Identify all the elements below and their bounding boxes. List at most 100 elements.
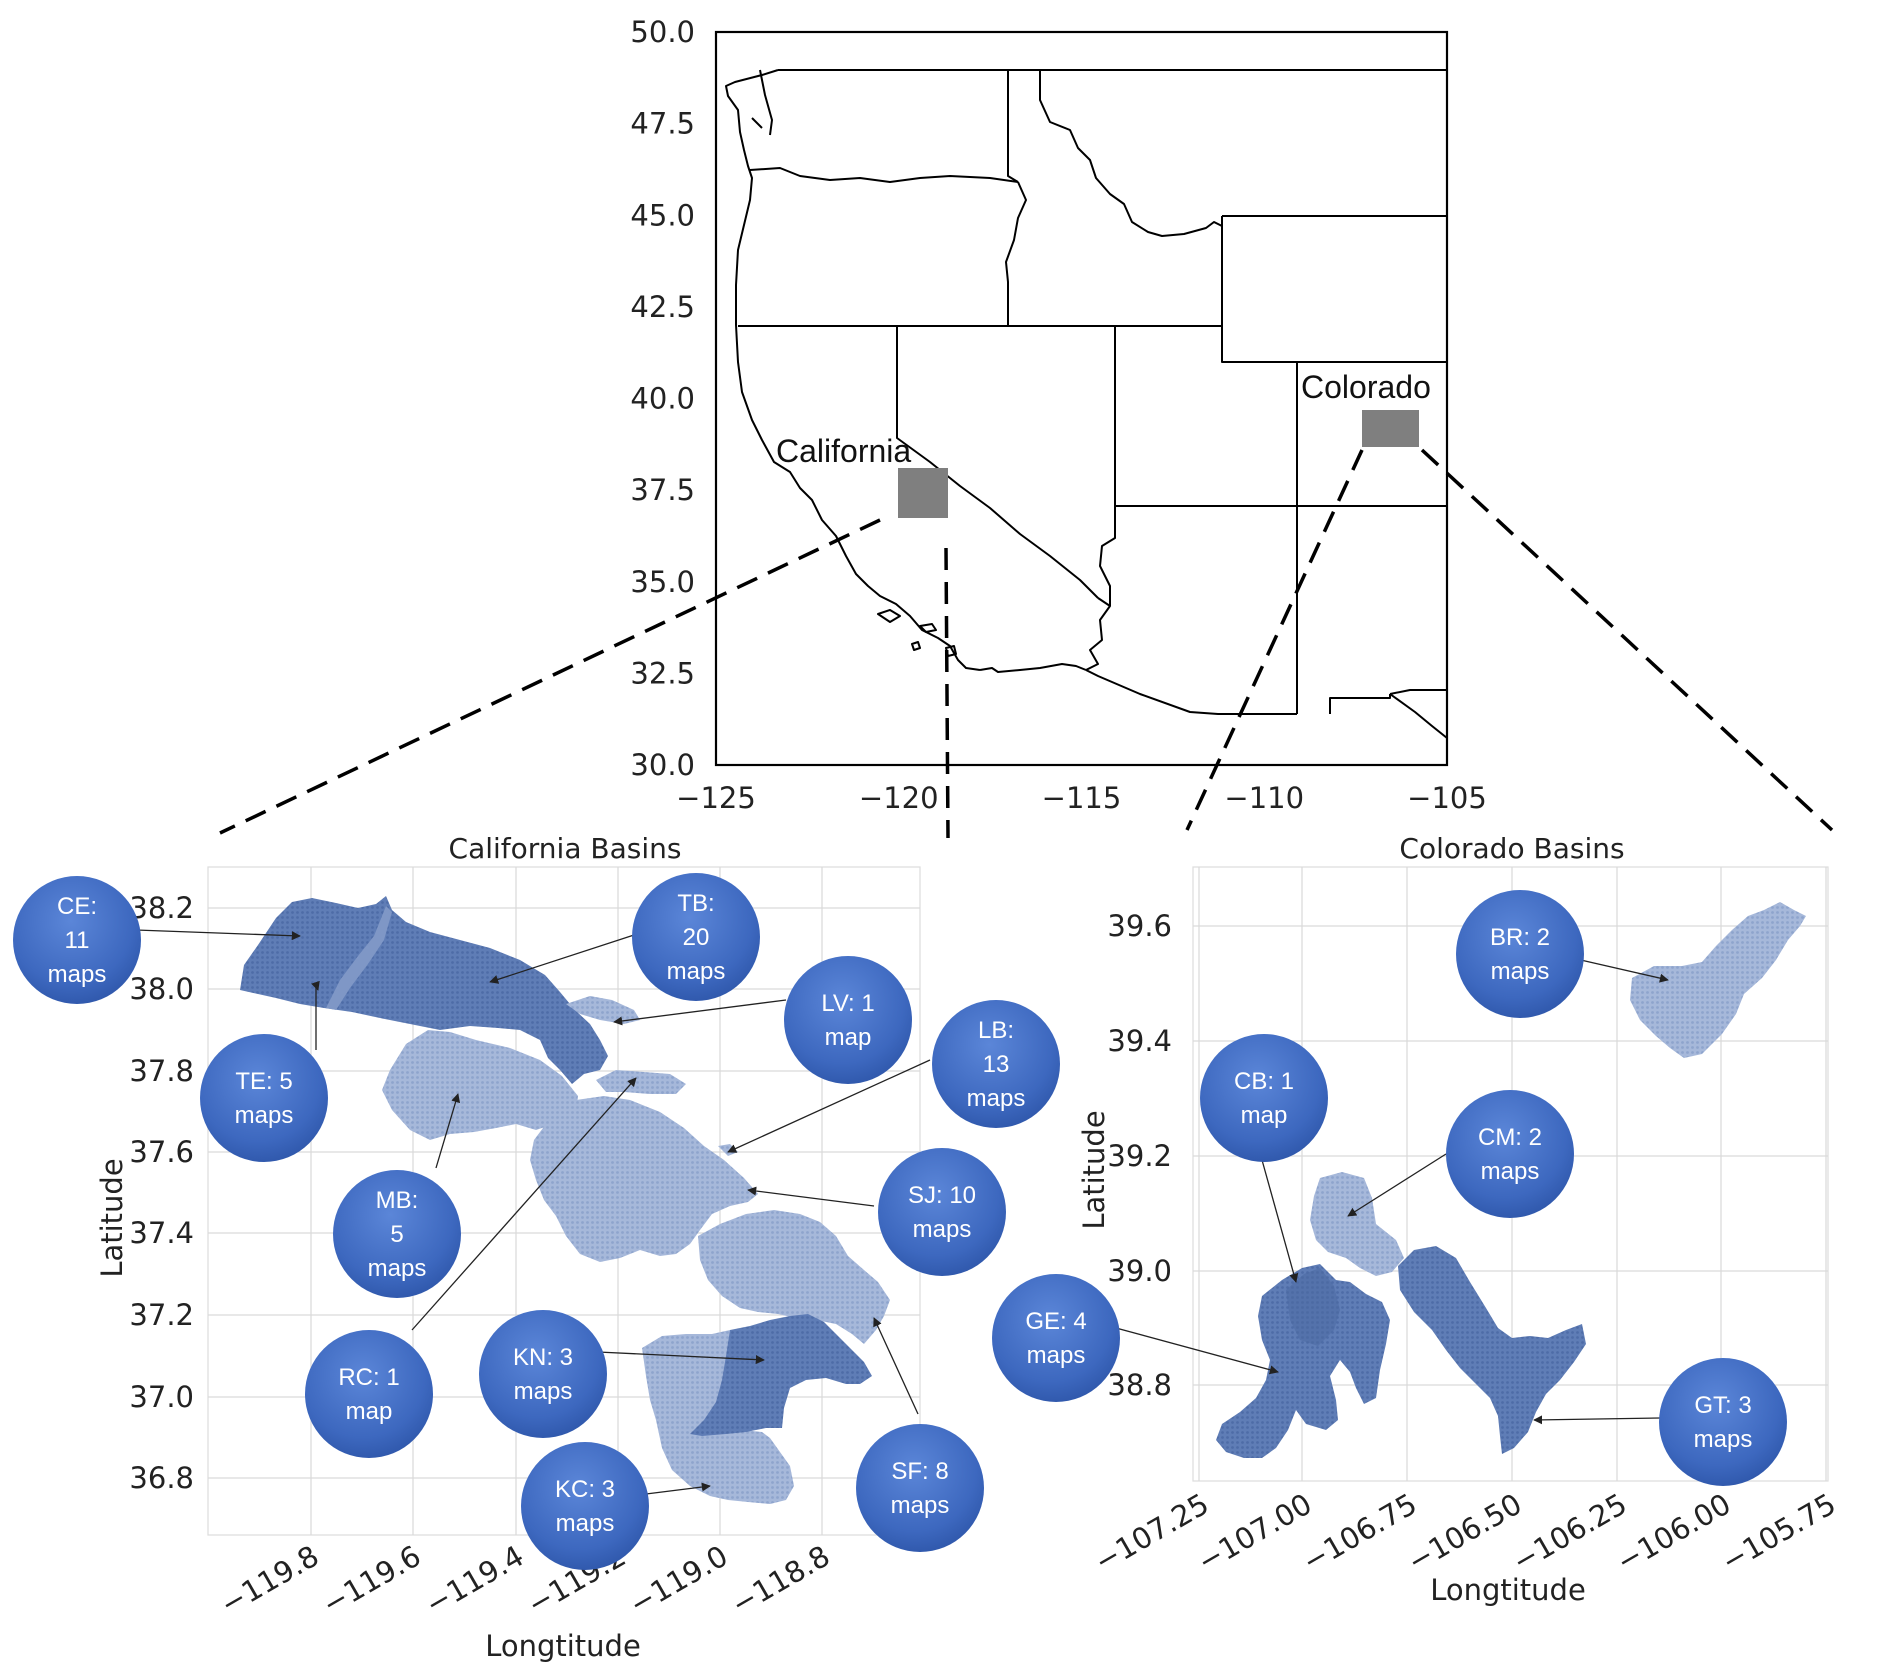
california-y-tick-label: 37.8 xyxy=(129,1054,194,1088)
bubble-label-line: 20 xyxy=(683,924,710,951)
bubble-label-line: MB: xyxy=(376,1187,419,1214)
colorado-zoom-line-right xyxy=(1420,448,1834,832)
wy-outline xyxy=(1221,215,1447,363)
basin-shape-gt xyxy=(1398,1246,1586,1454)
bubble-label-line: maps xyxy=(514,1378,573,1405)
bubble-gt: GT: 3 maps xyxy=(1659,1358,1787,1486)
overview-x-tick-label: −120 xyxy=(859,781,939,815)
wa-or-border xyxy=(749,167,1019,183)
colorado-x-tick-label: −107.25 xyxy=(1089,1487,1215,1579)
bubble-circle xyxy=(333,1170,461,1298)
california-y-tick-label: 38.0 xyxy=(129,972,194,1006)
california-x-tick-label: −119.6 xyxy=(317,1539,427,1622)
basin-shape-sf xyxy=(698,1210,890,1344)
california-zoom-line-right xyxy=(944,547,950,839)
california-title: California Basins xyxy=(449,832,682,865)
bubble-label-line: SJ: 10 xyxy=(908,1182,976,1209)
bubble-label-line: 11 xyxy=(65,927,90,954)
bubble-label-line: GT: 3 xyxy=(1694,1392,1751,1419)
arrow-kc xyxy=(645,1482,711,1495)
bubble-circle xyxy=(479,1310,607,1438)
arrow-sj xyxy=(747,1186,875,1207)
california-panel: California Basins 38.2 38.0 37.8 37.6 37.4 37… xyxy=(13,832,1060,1663)
bubble-label-line: maps xyxy=(891,1492,950,1519)
basin-shape-br xyxy=(1630,902,1806,1058)
bubble-sf: SF: 8 maps xyxy=(856,1424,984,1552)
california-y-tick-label: 38.2 xyxy=(129,891,194,925)
puget-sound xyxy=(751,69,773,136)
arrow-sf xyxy=(873,1317,919,1415)
bubble-label-line: maps xyxy=(913,1216,972,1243)
az-mexico-border xyxy=(1085,669,1391,715)
bubble-circle xyxy=(13,876,141,1004)
colorado-basin-shapes xyxy=(1216,902,1806,1458)
channel-islands xyxy=(877,609,957,657)
bubble-label-line: maps xyxy=(1481,1158,1540,1185)
bubble-lb: LB: 13 maps xyxy=(932,1000,1060,1128)
bubble-label-line: maps xyxy=(1027,1342,1086,1369)
bubble-circle xyxy=(878,1148,1006,1276)
bubble-label-line: TB: xyxy=(677,890,714,917)
bubble-ge: GE: 4 maps xyxy=(992,1274,1120,1402)
bubble-circle xyxy=(521,1442,649,1570)
bubble-label-line: KC: 3 xyxy=(555,1476,615,1503)
bubble-circle xyxy=(1446,1090,1574,1218)
overview-y-tick-label: 35.0 xyxy=(630,565,695,599)
bubble-circle xyxy=(784,956,912,1084)
bubble-label-line: GE: 4 xyxy=(1025,1308,1086,1335)
california-x-tick-label: −119.4 xyxy=(420,1539,530,1622)
overview-y-tick-label: 42.5 xyxy=(630,290,695,324)
colorado-zoom-line-left xyxy=(1185,449,1364,831)
overview-frame xyxy=(714,30,1449,767)
overview-y-ticks: 50.0 47.5 45.0 42.5 40.0 37.5 35.0 32.5 30.0 xyxy=(630,15,695,782)
overview-map: 50.0 47.5 45.0 42.5 40.0 37.5 35.0 32.5 30.0 −12… xyxy=(630,15,1486,815)
or-id-border xyxy=(1005,181,1027,326)
california-y-tick-label: 37.0 xyxy=(129,1380,194,1414)
bubble-label-line: maps xyxy=(368,1255,427,1282)
arrow-rc xyxy=(411,1077,637,1331)
bubble-label-line: maps xyxy=(667,958,726,985)
bubble-circle xyxy=(200,1034,328,1162)
arrow-lb xyxy=(727,1059,931,1153)
bubble-label-line: maps xyxy=(1491,958,1550,985)
overview-y-tick-label: 45.0 xyxy=(630,198,695,232)
california-region-marker xyxy=(898,468,948,518)
bubble-br: BR: 2 maps xyxy=(1456,890,1584,1018)
colorado-x-tick-label: −106.75 xyxy=(1297,1487,1423,1579)
wa-id-border xyxy=(1007,70,1019,183)
bubble-te: TE: 5 maps xyxy=(200,1034,328,1162)
overview-y-tick-label: 47.5 xyxy=(630,107,695,141)
bubble-label-line: 5 xyxy=(390,1221,403,1248)
bubble-cm: CM: 2 maps xyxy=(1446,1090,1574,1218)
basin-shape-sj xyxy=(530,1096,758,1262)
bubble-label-line: LV: 1 xyxy=(821,990,874,1017)
colorado-label: Colorado xyxy=(1301,369,1431,405)
overview-x-tick-label: −125 xyxy=(676,781,756,815)
california-zoom-line-left xyxy=(219,518,881,835)
bubble-label-line: maps xyxy=(235,1102,294,1129)
bubble-sj: SJ: 10 maps xyxy=(878,1148,1006,1276)
colorado-y-tick-label: 39.2 xyxy=(1107,1139,1172,1173)
california-label: California xyxy=(776,433,911,469)
colorado-x-tick-label: −107.00 xyxy=(1192,1487,1318,1579)
overview-y-tick-label: 30.0 xyxy=(630,748,695,782)
overview-x-tick-label: −105 xyxy=(1407,781,1487,815)
bubble-label-line: map xyxy=(346,1398,393,1425)
west-coastline xyxy=(725,69,981,671)
bubble-label-line: BR: 2 xyxy=(1490,924,1550,951)
bubble-label-line: maps xyxy=(1694,1426,1753,1453)
nm-texas-border xyxy=(1389,689,1448,739)
california-y-tick-label: 36.8 xyxy=(129,1461,194,1495)
california-x-ticks: −119.8−119.6−119.4−119.2−119.0−118.8 xyxy=(215,1539,836,1622)
bubble-lv: LV: 1 map xyxy=(784,956,912,1084)
bubble-circle xyxy=(1200,1034,1328,1162)
bubble-label-line: CM: 2 xyxy=(1478,1124,1542,1151)
bubble-label-line: KN: 3 xyxy=(513,1344,573,1371)
bubble-label-line: RC: 1 xyxy=(338,1364,399,1391)
basin-shape-cm xyxy=(1310,1172,1404,1276)
arrow-cm xyxy=(1347,1153,1447,1217)
arrow-mb xyxy=(435,1093,461,1169)
